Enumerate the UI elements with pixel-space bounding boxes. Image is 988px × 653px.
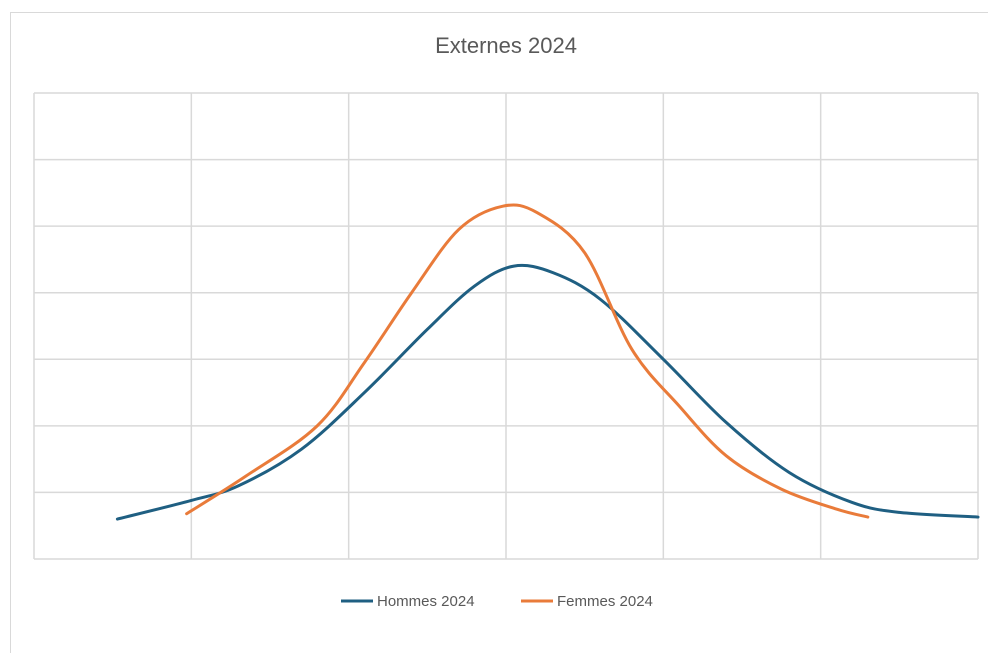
line-chart: Externes 2024 Hommes 2024 Femmes 2024	[33, 33, 980, 610]
legend: Hommes 2024 Femmes 2024	[341, 593, 653, 610]
legend-label-1: Femmes 2024	[557, 593, 653, 610]
series-lines	[115, 203, 980, 521]
gridlines	[33, 92, 979, 560]
series-line-0	[115, 263, 980, 521]
legend-label-0: Hommes 2024	[377, 593, 475, 610]
chart-title: Externes 2024	[435, 33, 577, 58]
series-line-1	[185, 203, 870, 519]
chart-area: Externes 2024 Hommes 2024 Femmes 2024	[10, 12, 988, 653]
